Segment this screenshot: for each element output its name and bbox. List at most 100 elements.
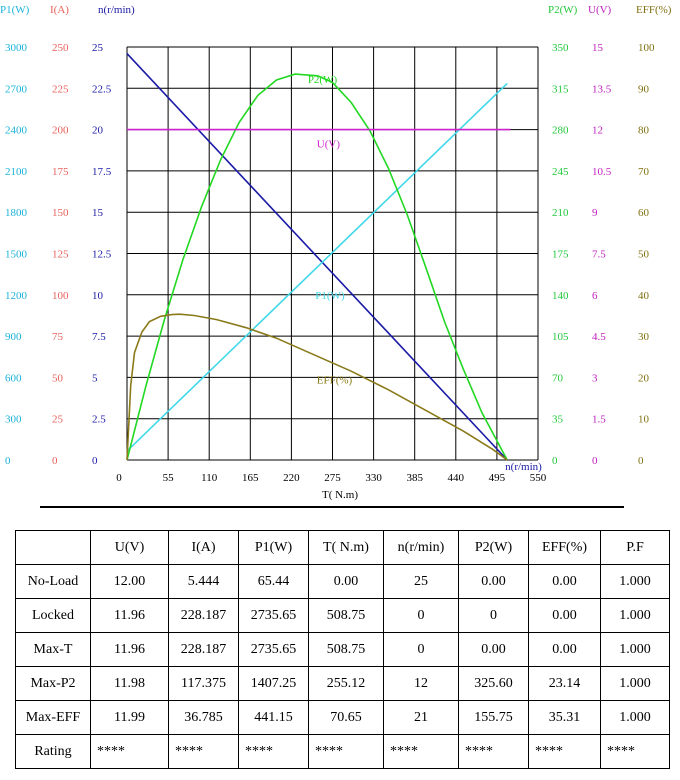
y-tick-u: 6 bbox=[592, 290, 598, 302]
axis-title-p2: P2(W) bbox=[548, 4, 578, 16]
y-tick-n: 0 bbox=[92, 455, 98, 467]
table-cell: 255.12 bbox=[308, 666, 384, 701]
x-tick-label: 220 bbox=[283, 472, 300, 484]
y-tick-labels: 0300600900120015001800210024002700300002… bbox=[5, 42, 655, 467]
y-tick-p2: 105 bbox=[552, 331, 569, 343]
y-tick-i: 0 bbox=[52, 455, 58, 467]
x-tick-label: 165 bbox=[242, 472, 259, 484]
table-cell: 11.98 bbox=[90, 666, 169, 701]
y-tick-eff: 100 bbox=[638, 42, 655, 54]
y-tick-u: 3 bbox=[592, 372, 598, 384]
series-line-p2 bbox=[126, 73, 508, 461]
table-cell: 0 bbox=[383, 632, 459, 667]
y-tick-n: 15 bbox=[92, 207, 104, 219]
axis-title-i: I(A) bbox=[50, 4, 69, 16]
chart-series bbox=[126, 53, 511, 461]
y-tick-n: 10 bbox=[92, 290, 104, 302]
y-tick-u: 0 bbox=[592, 455, 598, 467]
table-row: Locked 11.96 228.187 2735.65 508.75 0 0 0.00 1.0… bbox=[15, 598, 670, 633]
y-tick-p1: 600 bbox=[5, 372, 22, 384]
motor-performance-chart: P1(W) I(A) n(r/min) P2(W) U(V) EFF(%) 0300600… bbox=[0, 4, 672, 501]
table-cell: 441.15 bbox=[238, 700, 309, 735]
table-row-label: Max-P2 bbox=[15, 666, 91, 701]
y-tick-p2: 0 bbox=[552, 455, 558, 467]
table-cell: 325.60 bbox=[458, 666, 529, 701]
y-tick-n: 2.5 bbox=[92, 414, 106, 426]
table-cell: 228.187 bbox=[168, 598, 239, 633]
x-tick-label: 550 bbox=[530, 472, 547, 484]
x-tick-label: 495 bbox=[489, 472, 506, 484]
table-cell: 12.00 bbox=[90, 564, 169, 599]
y-tick-u: 1.5 bbox=[592, 414, 606, 426]
series-label-p1: P1(W) bbox=[315, 290, 345, 302]
y-tick-u: 12 bbox=[592, 125, 603, 137]
table-cell: 117.375 bbox=[168, 666, 239, 701]
table-cell: 508.75 bbox=[308, 632, 384, 667]
y-tick-eff: 0 bbox=[638, 455, 644, 467]
y-tick-i: 75 bbox=[52, 331, 64, 343]
y-tick-eff: 50 bbox=[638, 249, 650, 261]
table-cell: 155.75 bbox=[458, 700, 529, 735]
table-header-cell: n(r/min) bbox=[383, 530, 459, 565]
table-header-cell: P2(W) bbox=[458, 530, 529, 565]
table-cell: 0.00 bbox=[458, 632, 529, 667]
table-cell: 508.75 bbox=[308, 598, 384, 633]
table-cell: **** bbox=[600, 734, 670, 769]
y-tick-eff: 30 bbox=[638, 331, 650, 343]
x-tick-label: 275 bbox=[324, 472, 341, 484]
table-cell: 228.187 bbox=[168, 632, 239, 667]
y-tick-u: 15 bbox=[592, 42, 604, 54]
y-tick-p1: 2100 bbox=[5, 166, 28, 178]
y-tick-n: 20 bbox=[92, 125, 104, 137]
y-tick-eff: 10 bbox=[638, 414, 650, 426]
table-cell: 5.444 bbox=[168, 564, 239, 599]
table-cell: 1.000 bbox=[600, 632, 670, 667]
x-tick-label: 385 bbox=[406, 472, 423, 484]
y-tick-eff: 20 bbox=[638, 372, 650, 384]
y-tick-p1: 1200 bbox=[5, 290, 28, 302]
table-cell: 2735.65 bbox=[238, 598, 309, 633]
x-tick-label: 55 bbox=[163, 472, 175, 484]
table-cell: 0.00 bbox=[308, 564, 384, 599]
y-tick-p1: 900 bbox=[5, 331, 22, 343]
table-row-label: No-Load bbox=[15, 564, 91, 599]
series-line-p1 bbox=[126, 82, 508, 452]
y-tick-p2: 175 bbox=[552, 249, 569, 261]
table-cell: 1.000 bbox=[600, 598, 670, 633]
separator-line bbox=[40, 506, 624, 508]
y-tick-p2: 35 bbox=[552, 414, 564, 426]
x-tick-label: 0 bbox=[116, 472, 122, 484]
y-tick-p1: 3000 bbox=[5, 42, 28, 54]
y-tick-p1: 0 bbox=[5, 455, 11, 467]
x-tick-labels: 0 55 110 165 220 275 330 385 440 495 550 bbox=[116, 472, 547, 484]
table-header-cell: P1(W) bbox=[238, 530, 309, 565]
table-cell: 70.65 bbox=[308, 700, 384, 735]
y-tick-p2: 245 bbox=[552, 166, 569, 178]
table-row: Max-P2 11.98 117.375 1407.25 255.12 12 325.60 2… bbox=[15, 666, 670, 701]
y-tick-eff: 90 bbox=[638, 83, 650, 95]
y-tick-p2: 315 bbox=[552, 83, 569, 95]
series-line-eff bbox=[126, 313, 508, 461]
x-axis-label: T( N.m) bbox=[322, 489, 358, 501]
series-label-eff: EFF(%) bbox=[317, 374, 353, 386]
y-tick-p2: 350 bbox=[552, 42, 569, 54]
y-tick-i: 150 bbox=[52, 207, 69, 219]
y-tick-p1: 2400 bbox=[5, 125, 28, 137]
x-tick-label: 110 bbox=[201, 472, 218, 484]
table-header-cell: P.F bbox=[600, 530, 670, 565]
table-cell: 0.00 bbox=[528, 598, 601, 633]
table-row: Max-T 11.96 228.187 2735.65 508.75 0 0.00 0.00 1… bbox=[15, 632, 670, 667]
table-cell: 21 bbox=[383, 700, 459, 735]
x-tick-label: 330 bbox=[365, 472, 382, 484]
y-tick-eff: 80 bbox=[638, 125, 650, 137]
y-tick-eff: 70 bbox=[638, 166, 650, 178]
table-row-label: Max-EFF bbox=[15, 700, 91, 735]
table-cell: 1.000 bbox=[600, 700, 670, 735]
axis-title-p1: P1(W) bbox=[0, 4, 30, 16]
table-row-label: Max-T bbox=[15, 632, 91, 667]
table-cell: 35.31 bbox=[528, 700, 601, 735]
y-tick-n: 25 bbox=[92, 42, 104, 54]
table-cell: 0.00 bbox=[528, 632, 601, 667]
y-tick-p1: 2700 bbox=[5, 83, 28, 95]
table-header-cell: EFF(%) bbox=[528, 530, 601, 565]
